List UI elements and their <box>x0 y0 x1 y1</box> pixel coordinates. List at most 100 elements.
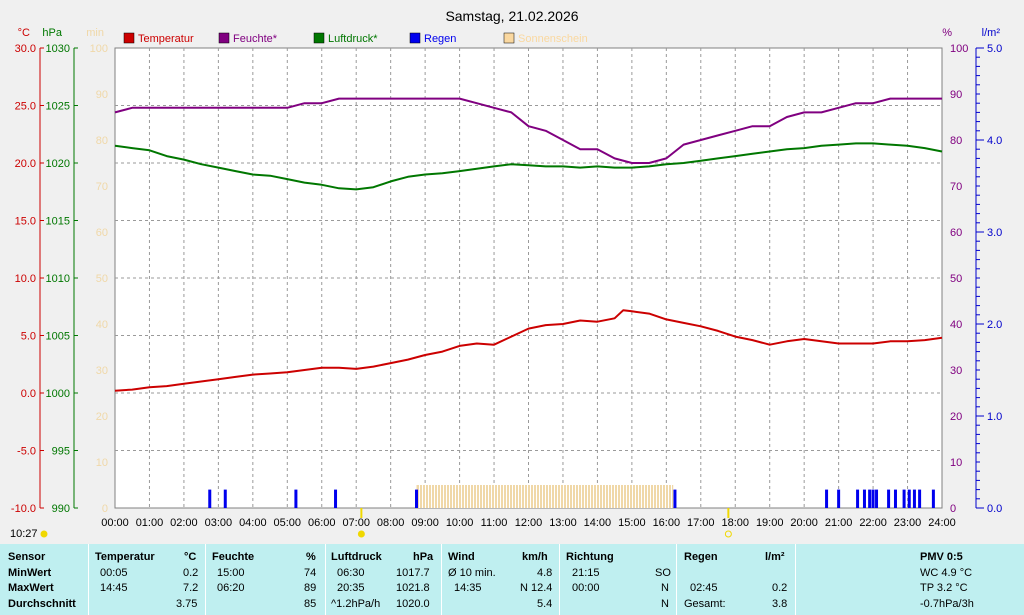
x-tick-label: 24:00 <box>928 517 956 529</box>
rain-unit: l/m² <box>765 551 785 563</box>
rain-tick-label: 1.0 <box>987 411 1002 423</box>
direction-max-value: N <box>661 582 669 594</box>
legend-label: Regen <box>424 33 456 45</box>
x-tick-label: 07:00 <box>342 517 370 529</box>
rain-bar <box>902 489 906 508</box>
pressure-unit-label: hPa <box>42 27 62 39</box>
temperature-tick-label: 15.0 <box>15 216 36 228</box>
x-tick-label: 23:00 <box>894 517 922 529</box>
pressure-tick-label: 1025 <box>46 101 70 113</box>
pressure-tick-label: 1015 <box>46 216 70 228</box>
pressure-tick-label: 990 <box>52 503 70 515</box>
legend-label: Feuchte* <box>233 33 278 45</box>
direction-avg-value: N <box>661 598 669 610</box>
wind-average-label: Ø 10 min. <box>448 567 496 579</box>
pressure-avg-value: 1020.0 <box>396 598 430 610</box>
direction-min-value: SO <box>655 567 671 579</box>
temperature-unit-label: °C <box>18 27 30 39</box>
legend-swatch <box>409 32 421 44</box>
pressure-tick-label: 1010 <box>46 273 70 285</box>
rain-bar <box>875 489 879 508</box>
pressure-max-time: 20:35 <box>337 582 365 594</box>
pressure-tick-label: 1000 <box>46 388 70 400</box>
x-tick-label: 06:00 <box>308 517 336 529</box>
legend-swatch <box>503 32 515 44</box>
rain-bar <box>918 489 922 508</box>
temperature-header: Temperatur <box>95 551 155 563</box>
sunshine-tick-label: 90 <box>96 89 108 101</box>
temperature-avg-value: 3.75 <box>176 598 198 610</box>
temperature-tick-label: 0.0 <box>21 388 36 400</box>
humidity-max-time: 06:20 <box>217 582 245 594</box>
rain-bar <box>415 489 419 508</box>
x-tick-label: 01:00 <box>136 517 164 529</box>
x-tick-label: 05:00 <box>274 517 302 529</box>
rain-tick-label: 5.0 <box>987 43 1002 55</box>
x-tick-label: 00:00 <box>101 517 129 529</box>
humidity-max-value: 89 <box>304 582 317 594</box>
x-tick-label: 22:00 <box>859 517 887 529</box>
rain-bar <box>862 489 866 508</box>
pressure-trend-3h: -0.7hPa/3h <box>920 598 974 610</box>
x-tick-label: 12:00 <box>515 517 543 529</box>
pressure-tick-label: 1005 <box>46 331 70 343</box>
rain-bar <box>912 489 916 508</box>
current-time-marker <box>40 530 48 538</box>
rain-bar <box>223 489 227 508</box>
row-label-avg: Durchschnitt <box>8 598 76 610</box>
rain-bar <box>856 489 860 508</box>
humidity-unit-label: % <box>942 27 952 39</box>
humidity-tick-label: 30 <box>950 365 962 377</box>
x-tick-label: 21:00 <box>825 517 853 529</box>
rain-bar <box>887 489 891 508</box>
divider <box>676 544 677 615</box>
divider <box>88 544 89 615</box>
sunshine-tick-label: 50 <box>96 273 108 285</box>
sunshine-tick-label: 100 <box>90 43 108 55</box>
rain-tick-label: 0.0 <box>987 503 1002 515</box>
humidity-tick-label: 60 <box>950 227 962 239</box>
humidity-min-value: 74 <box>304 567 317 579</box>
temperature-tick-label: 10.0 <box>15 273 36 285</box>
sunset-marker <box>724 530 732 538</box>
weather-chart: Samstag, 21.02.2026 °C hPa min% l/m² 30.0 25.… <box>10 8 1003 538</box>
legend-label: Temperatur <box>138 33 194 45</box>
rain-bar <box>907 489 911 508</box>
temperature-line <box>114 309 943 392</box>
humidity-tick-label: 50 <box>950 273 962 285</box>
wind-max-time: 14:35 <box>454 582 482 594</box>
divider <box>559 544 560 615</box>
statistics-panel: Sensor MinWert MaxWert Durchschnitt Temp… <box>0 544 1024 615</box>
pressure-trend: ^1.2hPa/h <box>331 598 381 610</box>
rain-max-value: 0.2 <box>772 582 788 594</box>
rain-bar <box>208 489 212 508</box>
humidity-tick-label: 10 <box>950 457 962 469</box>
wind-avg-value: 5.4 <box>537 598 553 610</box>
rain-bar <box>294 489 298 508</box>
rain-bar <box>673 489 677 508</box>
pressure-tick-label: 1030 <box>46 43 70 55</box>
dew-point-value: TP 3.2 °C <box>920 582 968 594</box>
legend-swatch <box>313 32 325 44</box>
x-tick-label: 03:00 <box>205 517 233 529</box>
pressure-unit: hPa <box>413 551 434 563</box>
temperature-tick-label: 30.0 <box>15 43 36 55</box>
x-tick-label: 15:00 <box>618 517 646 529</box>
divider <box>325 544 326 615</box>
current-time: 10:27 <box>10 528 38 540</box>
row-label-min: MinWert <box>8 567 52 579</box>
pressure-max-value: 1021.8 <box>396 582 430 594</box>
sunrise-marker <box>357 530 365 538</box>
humidity-line <box>114 97 942 164</box>
x-tick-label: 10:00 <box>446 517 474 529</box>
wind-unit: km/h <box>522 551 548 563</box>
x-tick-label: 17:00 <box>687 517 715 529</box>
humidity-tick-label: 40 <box>950 319 962 331</box>
x-tick-label: 18:00 <box>721 517 749 529</box>
rain-bar <box>868 489 872 508</box>
legend-label: Sonnenschein <box>518 33 588 45</box>
chart-title: Samstag, 21.02.2026 <box>445 8 578 24</box>
legend-label: Luftdruck* <box>328 33 378 45</box>
humidity-tick-label: 20 <box>950 411 962 423</box>
rain-tick-label: 3.0 <box>987 227 1002 239</box>
